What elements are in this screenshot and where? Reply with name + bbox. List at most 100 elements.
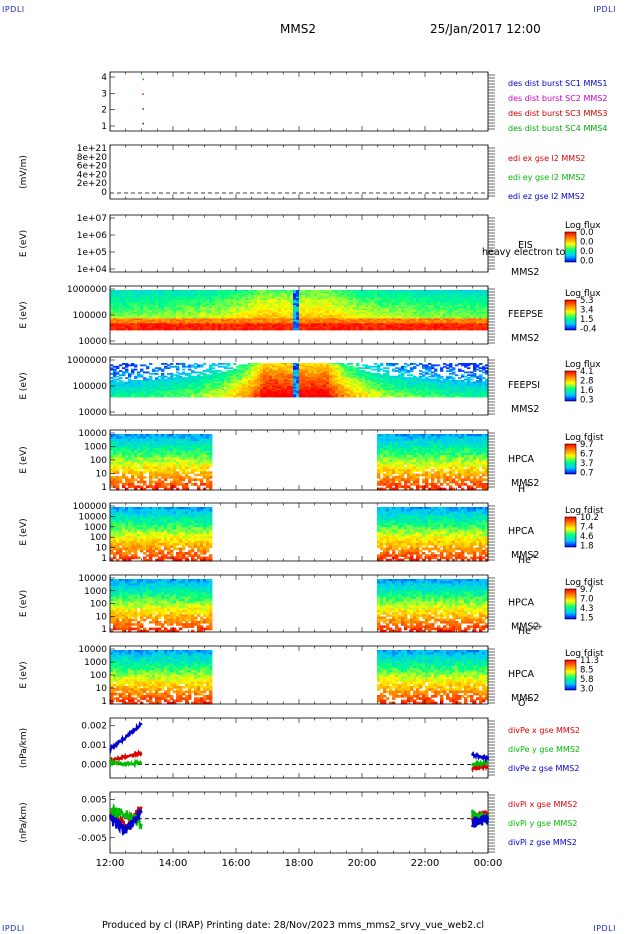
- feepsi-cell: [185, 387, 189, 389]
- feepse-cell: [353, 306, 357, 309]
- feepse-cell: [374, 313, 378, 316]
- feepse-cell: [395, 320, 399, 323]
- feepse-cell: [293, 295, 297, 298]
- feepse-cell: [350, 323, 354, 326]
- feepse-cell: [167, 290, 171, 293]
- feepse-cell: [233, 313, 237, 316]
- feepsi-cell: [260, 367, 264, 370]
- feepse-cell: [413, 325, 417, 328]
- feepsi-cell: [314, 387, 318, 389]
- feepse-cell: [467, 303, 471, 306]
- feepse-cell: [338, 313, 342, 316]
- feepse-cell: [110, 305, 114, 308]
- feepsi-cell: [203, 381, 207, 384]
- feepse-cell: [350, 310, 354, 313]
- feepse-cell: [224, 313, 228, 316]
- feepse-cell: [113, 316, 117, 319]
- feepsi-cell: [197, 395, 201, 398]
- feepse-cell: [377, 325, 381, 328]
- feepsi-cell: [287, 370, 291, 372]
- feepsi-cell: [329, 364, 333, 367]
- feepse-cell: [425, 306, 429, 309]
- feepse-cell: [191, 323, 195, 326]
- feepsi-cell: [305, 375, 309, 378]
- feepse-cell: [443, 290, 447, 293]
- feepse-cell: [173, 310, 177, 313]
- feepse-cell: [326, 310, 330, 313]
- feepsi-cell: [317, 367, 321, 370]
- feepse-cell: [446, 326, 450, 329]
- feepsi-cell: [149, 388, 153, 391]
- feepse-cell: [332, 291, 336, 294]
- feepsi-cell: [326, 364, 330, 367]
- feepse-cell: [176, 315, 180, 318]
- feepse-cell: [329, 308, 333, 311]
- feepse-cell: [347, 310, 351, 313]
- feepse-cell: [251, 316, 255, 319]
- feepse-cell: [326, 306, 330, 309]
- feepsi-cell: [197, 377, 201, 379]
- feepse-cell: [353, 311, 357, 314]
- feepse-cell: [401, 325, 405, 328]
- feepse-cell: [197, 301, 201, 304]
- feepsi-cell: [206, 384, 210, 387]
- feepse-cell: [332, 321, 336, 324]
- feepse-cell: [413, 320, 417, 323]
- feepsi-cell: [314, 395, 318, 398]
- feepsi-cell: [311, 385, 315, 388]
- feepse-cell: [116, 301, 120, 304]
- feepse-cell: [470, 321, 474, 324]
- feepsi-cell: [281, 381, 285, 384]
- feepse-cell: [203, 305, 207, 308]
- feepse-cell: [122, 311, 126, 314]
- feepsi-cell: [170, 384, 174, 387]
- feepsi-cell: [182, 377, 186, 379]
- feepsi-cell: [326, 385, 330, 388]
- feepse-cell: [314, 323, 318, 326]
- feepse-cell: [476, 305, 480, 308]
- feepse-cell: [350, 315, 354, 318]
- feepse-cell: [320, 296, 324, 299]
- feepse-cell: [290, 318, 294, 321]
- feepsi-cell: [191, 388, 195, 391]
- feepse-cell: [149, 325, 153, 328]
- feepse-cell: [392, 323, 396, 326]
- feepse-cell: [437, 325, 441, 328]
- feepse-cell: [125, 310, 129, 313]
- feepsi-cell: [116, 395, 120, 398]
- feepse-cell: [113, 315, 117, 318]
- feepse-cell: [302, 321, 306, 324]
- feepse-cell: [410, 320, 414, 323]
- feepse-cell: [467, 325, 471, 328]
- feepse-cell: [485, 316, 489, 319]
- feepsi-cell: [242, 389, 246, 392]
- feepsi-cell: [320, 391, 324, 394]
- feepsi-cell: [221, 378, 225, 381]
- feepse-cell: [305, 310, 309, 313]
- feepse-cell: [134, 320, 138, 323]
- feepse-cell: [182, 315, 186, 318]
- feepse-cell: [233, 306, 237, 309]
- feepsi-cell: [197, 384, 201, 387]
- feepse-cell: [416, 328, 420, 331]
- feepsi-cell: [149, 377, 153, 379]
- feepse-cell: [311, 326, 315, 329]
- feepsi-cell: [287, 392, 291, 395]
- feepse-cell: [326, 301, 330, 304]
- feepsi-cell: [188, 375, 192, 378]
- feepse-cell: [329, 313, 333, 316]
- feepsi-cell: [335, 365, 339, 368]
- feepse-cell: [320, 308, 324, 311]
- feepse-cell: [155, 318, 159, 321]
- feepse-cell: [320, 295, 324, 298]
- feepse-cell: [206, 315, 210, 318]
- feepse-cell: [440, 326, 444, 329]
- feepsi-cell: [332, 394, 336, 396]
- feepse-cell: [464, 311, 468, 314]
- feepse-cell: [131, 311, 135, 314]
- feepsi-cell: [245, 367, 249, 370]
- feepsi-cell: [143, 371, 147, 374]
- feepsi-cell: [260, 374, 264, 377]
- feepse-cell: [401, 306, 405, 309]
- feepse-cell: [197, 318, 201, 321]
